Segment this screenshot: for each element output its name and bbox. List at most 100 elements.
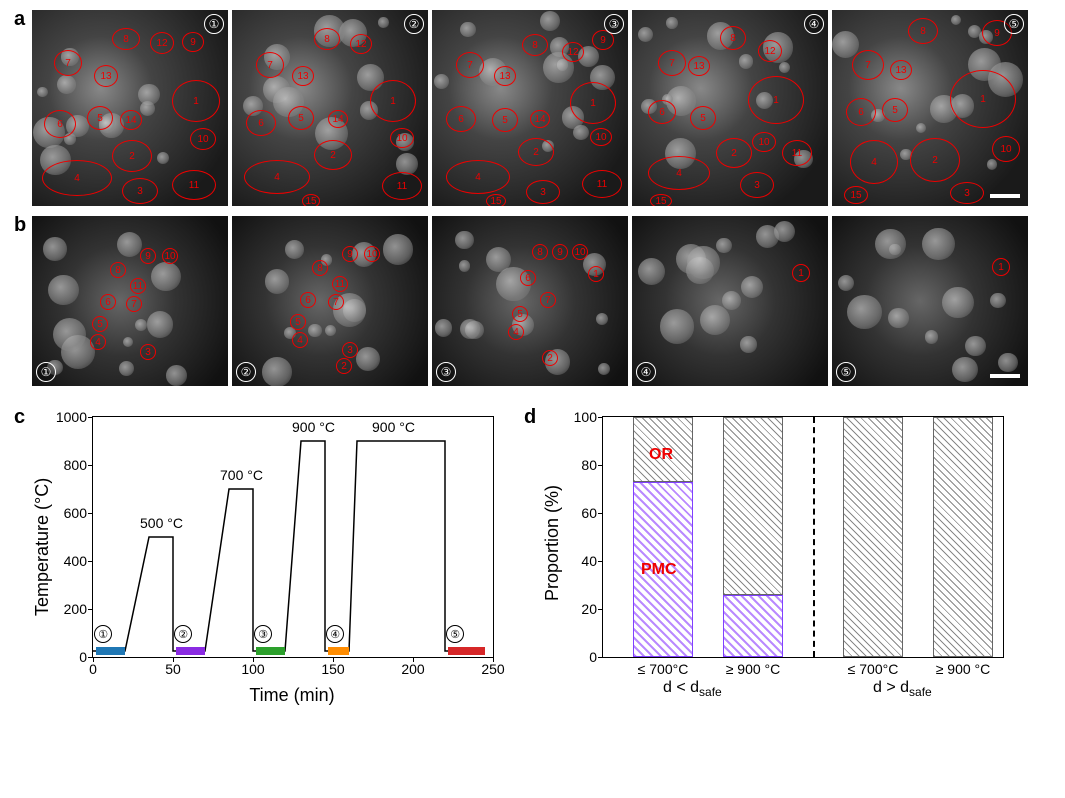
- xlabel: Time (min): [92, 685, 492, 706]
- hold-bar: [448, 647, 485, 655]
- temp-annotation: 700 °C: [220, 467, 263, 483]
- roi-circle: 1: [570, 82, 616, 124]
- roi-circle: 12: [758, 40, 782, 62]
- roi-circle: 6: [246, 110, 276, 136]
- scalebar: [990, 194, 1020, 198]
- roi-circle: 6: [648, 100, 676, 124]
- roi-circle: 2: [716, 138, 752, 168]
- roi-circle: 4: [446, 160, 510, 194]
- roi-circle: 8: [110, 262, 126, 278]
- roi-circle: 4: [508, 324, 524, 340]
- frame-badge: ①: [204, 14, 224, 34]
- roi-circle: 7: [852, 50, 884, 80]
- roi-circle: 11: [382, 172, 422, 200]
- temp-annotation: 500 °C: [140, 515, 183, 531]
- roi-circle: 5: [87, 106, 113, 130]
- frame-badge: ①: [36, 362, 56, 382]
- frame-badge: ③: [436, 362, 456, 382]
- frame-badge: ③: [604, 14, 624, 34]
- roi-circle: 7: [54, 50, 82, 76]
- roi-circle: 13: [292, 66, 314, 86]
- roi-circle: 9: [342, 246, 358, 262]
- panel-label: a: [14, 8, 25, 31]
- roi-circle: 14: [120, 110, 142, 130]
- stacked-bar: [933, 417, 993, 657]
- xtick-label: ≥ 900 °C: [726, 657, 781, 677]
- micrograph-panel: 91081167543①: [32, 216, 228, 386]
- roi-circle: 6: [100, 294, 116, 310]
- frame-badge: ⑤: [1004, 14, 1024, 34]
- roi-circle: 8: [720, 26, 746, 50]
- roi-circle: 9: [552, 244, 568, 260]
- roi-circle: 5: [290, 314, 306, 330]
- temp-annotation: 900 °C: [292, 419, 335, 435]
- roi-circle: 5: [492, 108, 518, 132]
- roi-circle: 8: [908, 18, 938, 44]
- roi-circle: 11: [582, 170, 622, 198]
- roi-circle: 10: [572, 244, 588, 260]
- panel-label: b: [14, 214, 26, 237]
- roi-circle: 7: [456, 52, 484, 78]
- roi-circle: 11: [332, 276, 348, 292]
- roi-circle: 4: [244, 160, 310, 194]
- panel-label: d: [524, 406, 536, 429]
- roi-circle: 6: [446, 106, 476, 132]
- roi-circle: 12: [150, 32, 174, 54]
- roi-circle: 5: [882, 98, 908, 122]
- hold-bar: [96, 647, 125, 655]
- panel-label: c: [14, 406, 25, 429]
- roi-circle: 8: [112, 28, 140, 50]
- roi-circle: 3: [950, 182, 984, 204]
- roi-circle: 2: [336, 358, 352, 374]
- roi-circle: 5: [512, 306, 528, 322]
- frame-badge: ②: [404, 14, 424, 34]
- roi-circle: 10: [390, 128, 414, 148]
- roi-circle: 1: [992, 258, 1010, 276]
- roi-circle: 15: [486, 194, 506, 206]
- roi-circle: 5: [92, 316, 108, 332]
- roi-circle: 1: [588, 266, 604, 282]
- frame-badge: ④: [804, 14, 824, 34]
- temp-annotation: 900 °C: [372, 419, 415, 435]
- stacked-bar: [843, 417, 903, 657]
- roi-circle: 6: [44, 110, 76, 138]
- chart-d: d020406080100≤ 700°C≥ 900 °Cd < dsafe≤ 7…: [542, 406, 1022, 706]
- micrograph-panel: 781291365141102431115③: [432, 10, 628, 206]
- micrograph-panel: 1④: [632, 216, 828, 386]
- frame-badge: ④: [636, 362, 656, 382]
- roi-circle: 1: [370, 80, 416, 122]
- roi-circle: 13: [494, 66, 516, 86]
- roi-circle: 2: [112, 140, 152, 172]
- roi-circle: 1: [950, 70, 1016, 128]
- roi-circle: 10: [752, 132, 776, 152]
- roi-circle: 14: [328, 110, 348, 128]
- stacked-bar: [723, 417, 783, 657]
- roi-circle: 2: [910, 138, 960, 182]
- roi-circle: 13: [94, 65, 118, 87]
- group-label: d < dsafe: [663, 679, 722, 699]
- roi-circle: 5: [690, 106, 716, 130]
- roi-circle: 11: [172, 170, 216, 200]
- roi-circle: 9: [140, 248, 156, 264]
- frame-badge: ②: [236, 362, 256, 382]
- divider: [813, 417, 815, 657]
- roi-circle: 7: [126, 296, 142, 312]
- micrograph-panel: 8127131561410241511②: [232, 10, 428, 206]
- micrograph-panel: 8129713156141024311①: [32, 10, 228, 206]
- roi-circle: 12: [562, 42, 584, 62]
- roi-circle: 15: [650, 194, 672, 206]
- roi-circle: 8: [522, 34, 548, 56]
- roi-circle: 6: [300, 292, 316, 308]
- roi-circle: 8: [532, 244, 548, 260]
- roi-circle: 15: [844, 186, 868, 204]
- roi-circle: 2: [542, 350, 558, 366]
- roi-circle: 1: [748, 76, 804, 124]
- roi-circle: 1: [172, 80, 220, 122]
- roi-circle: 7: [256, 52, 284, 78]
- roi-circle: 8: [314, 28, 340, 50]
- micrograph-panel: 812713651102114315④: [632, 10, 828, 206]
- roi-circle: 11: [782, 140, 812, 166]
- hold-bar: [328, 647, 349, 655]
- roi-circle: 10: [364, 246, 380, 262]
- roi-circle: 15: [302, 194, 320, 206]
